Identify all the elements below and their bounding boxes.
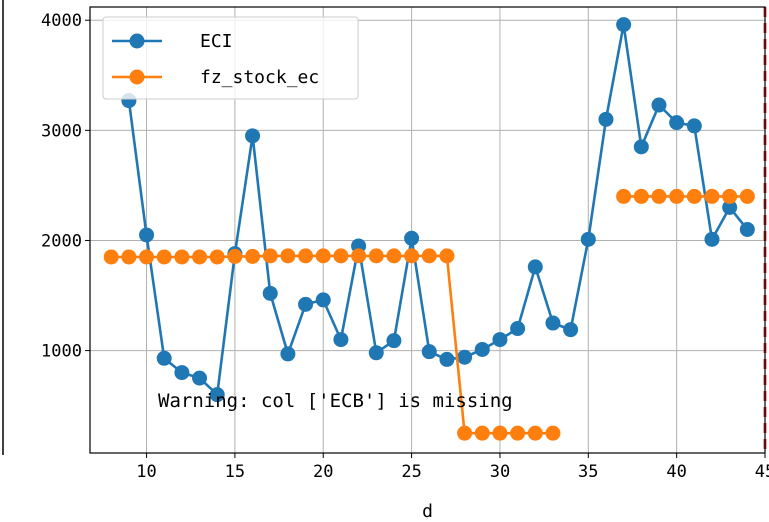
data-point: [457, 425, 473, 441]
data-point: [580, 231, 596, 247]
missing-column-warning: Warning: col ['ECB'] is missing: [158, 390, 513, 412]
data-point: [545, 425, 561, 441]
legend-label: fz_stock_ec: [200, 67, 319, 88]
data-point: [156, 249, 172, 265]
data-point: [545, 315, 561, 331]
data-point: [421, 248, 437, 264]
plot-frame: [89, 6, 766, 454]
data-point: [192, 370, 208, 386]
data-point: [616, 188, 632, 204]
data-point: [262, 248, 278, 264]
data-point: [280, 346, 296, 362]
legend-label: ECI: [200, 31, 233, 52]
data-point: [439, 248, 455, 264]
legend-entries: ECI fz_stock_ec: [112, 31, 319, 88]
data-point: [404, 230, 420, 246]
data-point: [527, 425, 543, 441]
data-point: [298, 248, 314, 264]
data-point: [633, 188, 649, 204]
legend-box: [102, 16, 359, 100]
series-1: [103, 188, 755, 441]
y-tick-label: 2000: [41, 231, 82, 251]
x-axis-label: d: [422, 501, 433, 522]
data-point: [227, 248, 243, 264]
data-point: [457, 349, 473, 365]
data-point: [563, 322, 579, 338]
data-point: [616, 17, 632, 33]
data-point: [156, 350, 172, 366]
data-point: [245, 248, 261, 264]
data-point: [474, 425, 490, 441]
data-point: [704, 231, 720, 247]
series-layer: [103, 17, 755, 441]
series-line: [127, 24, 749, 398]
data-point: [139, 249, 155, 265]
y-tick-label: 4000: [41, 11, 82, 31]
x-tick-label: 40: [666, 462, 686, 482]
x-tick-label: 45: [755, 462, 769, 482]
data-point: [739, 188, 755, 204]
data-point: [245, 128, 261, 144]
data-point: [704, 188, 720, 204]
data-point: [669, 115, 685, 131]
y-tick-label: 3000: [41, 121, 82, 141]
data-point: [669, 188, 685, 204]
data-point: [651, 97, 667, 113]
x-tick-label: 25: [401, 462, 421, 482]
data-point: [510, 321, 526, 337]
data-point: [722, 188, 738, 204]
data-point: [633, 139, 649, 155]
data-point: [368, 345, 384, 361]
data-point: [298, 296, 314, 312]
x-tick-label: 35: [578, 462, 598, 482]
data-point: [739, 221, 755, 237]
data-point: [209, 387, 225, 403]
data-point: [280, 248, 296, 264]
data-point: [722, 199, 738, 215]
data-point: [386, 333, 402, 349]
data-point: [404, 248, 420, 264]
data-point: [174, 249, 190, 265]
data-point: [386, 248, 402, 264]
data-point: [333, 332, 349, 348]
data-point: [651, 188, 667, 204]
data-point: [209, 249, 225, 265]
data-point: [103, 249, 119, 265]
legend-swatch-marker: [129, 69, 145, 85]
data-point: [510, 425, 526, 441]
data-point: [439, 351, 455, 367]
data-point: [262, 285, 278, 301]
data-point: [174, 365, 190, 381]
data-point: [351, 248, 367, 264]
data-point: [474, 341, 490, 357]
axis-ticks: 10 15 20 25 30 35 40 45 1000 2000 3000 4000: [41, 11, 769, 482]
data-point: [686, 118, 702, 134]
data-point: [686, 188, 702, 204]
data-point: [139, 227, 155, 243]
x-tick-label: 10: [136, 462, 156, 482]
data-point: [121, 249, 137, 265]
data-point: [492, 425, 508, 441]
x-tick-label: 20: [313, 462, 333, 482]
data-point: [527, 259, 543, 275]
legend-swatch-marker: [129, 33, 145, 49]
x-tick-label: 15: [225, 462, 245, 482]
data-point: [315, 248, 331, 264]
legend: ECI fz_stock_ec: [102, 16, 359, 100]
series-0: [121, 17, 755, 403]
data-point: [492, 332, 508, 348]
data-point: [368, 248, 384, 264]
data-point: [333, 248, 349, 264]
data-point: [598, 111, 614, 127]
data-point: [421, 344, 437, 360]
data-point: [192, 249, 208, 265]
y-tick-label: 1000: [41, 342, 82, 362]
data-point: [315, 292, 331, 308]
x-tick-label: 30: [490, 462, 510, 482]
